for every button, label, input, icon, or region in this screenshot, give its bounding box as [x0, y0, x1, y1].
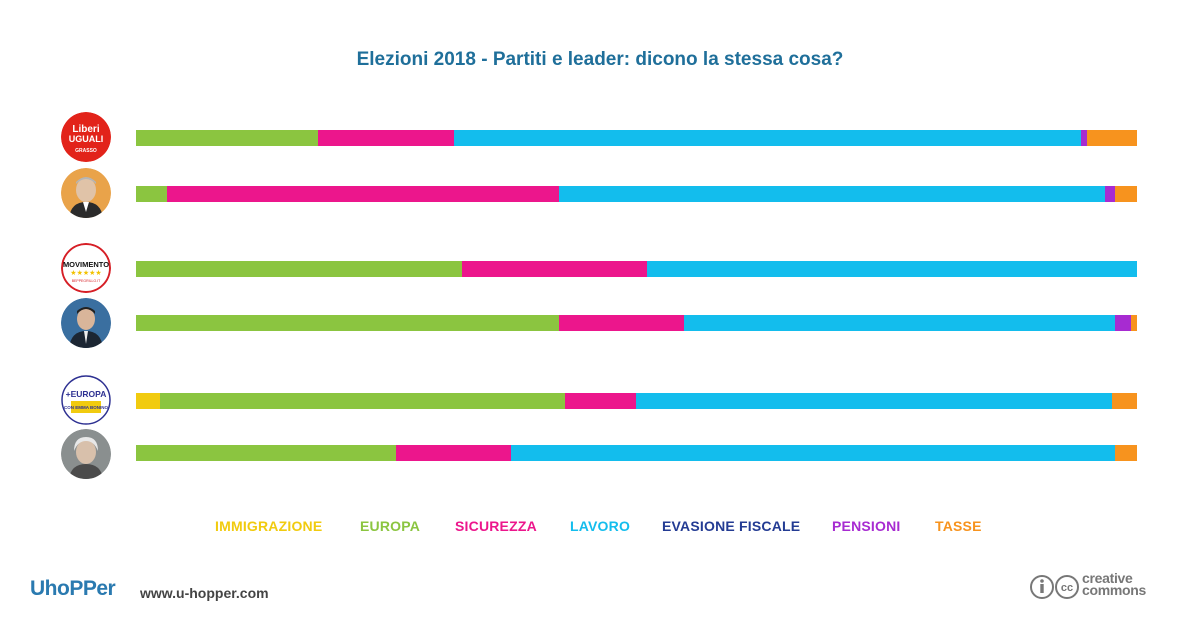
bar-segment-pensioni — [1115, 315, 1132, 331]
svg-text:GRASSO: GRASSO — [75, 148, 97, 154]
legend-item-pensioni: PENSIONI — [832, 518, 901, 534]
bar-segment-lavoro — [636, 393, 1113, 409]
bar-row — [136, 445, 1137, 461]
license-line1: creative — [1082, 570, 1133, 586]
bar-segment-lavoro — [559, 186, 1106, 202]
bar-segment-europa — [136, 130, 319, 146]
legend-item-immigrazione: IMMIGRAZIONE — [215, 518, 323, 534]
piu-europa-logo-icon: +EUROPA CON EMMA BONINO — [61, 375, 111, 425]
emma-bonino-portrait-icon — [61, 429, 111, 479]
chart-title: Elezioni 2018 - Partiti e leader: dicono… — [356, 49, 844, 70]
chart-legend: IMMIGRAZIONE EUROPA SICUREZZA LAVORO EVASION… — [0, 518, 1200, 538]
license-line2: commons — [1082, 582, 1147, 598]
movimento-5-stelle-logo-icon: MOVIMENTO ★★★★★ BEPPEGRILLO.IT — [61, 243, 111, 293]
bar-segment-europa — [136, 315, 560, 331]
liberi-e-uguali-logo-icon: Liberi UGUALI GRASSO — [61, 112, 111, 162]
svg-text:Liberi: Liberi — [72, 124, 99, 135]
u-hopper-logo-icon: UhoPPer — [30, 577, 116, 601]
legend-item-tasse: TASSE — [935, 518, 982, 534]
bar-segment-tasse — [1131, 315, 1137, 331]
bar-segment-lavoro — [511, 445, 1116, 461]
legend-item-sicurezza: SICUREZZA — [455, 518, 537, 534]
creative-commons-icon: cc — [1030, 575, 1079, 599]
bar-row — [136, 315, 1137, 331]
bar-segment-sicurezza — [462, 261, 648, 277]
bar-row — [136, 186, 1137, 202]
bar-segment-lavoro — [454, 130, 1082, 146]
legend-item-europa: EUROPA — [360, 518, 421, 534]
bar-segment-sicurezza — [396, 445, 512, 461]
svg-text:UGUALI: UGUALI — [69, 134, 104, 144]
bar-segment-pensioni — [1105, 186, 1116, 202]
bar-row — [136, 393, 1137, 409]
bar-segment-sicurezza — [167, 186, 560, 202]
bar-segment-immigrazione — [136, 393, 161, 409]
bar-row — [136, 261, 1137, 277]
brand-name: UhoPPer — [30, 577, 116, 600]
legend-item-lavoro: LAVORO — [570, 518, 631, 534]
svg-text:BEPPEGRILLO.IT: BEPPEGRILLO.IT — [72, 279, 101, 283]
bar-segment-sicurezza — [565, 393, 637, 409]
bar-segment-europa — [160, 393, 566, 409]
bar-segment-europa — [136, 261, 463, 277]
website-url: www.u-hopper.com — [140, 585, 269, 601]
bar-segment-europa — [136, 186, 168, 202]
bar-segment-sicurezza — [559, 315, 685, 331]
bar-segment-lavoro — [684, 315, 1116, 331]
bar-row — [136, 130, 1137, 146]
bar-segment-tasse — [1087, 130, 1137, 146]
bar-segment-lavoro — [647, 261, 1137, 277]
creative-commons-badge: cc creative commons — [1030, 570, 1170, 602]
svg-text:MOVIMENTO: MOVIMENTO — [63, 260, 109, 269]
luigi-di-maio-portrait-icon — [61, 298, 111, 348]
svg-text:CON EMMA BONINO: CON EMMA BONINO — [64, 405, 109, 410]
bar-segment-tasse — [1115, 186, 1137, 202]
bar-segment-sicurezza — [318, 130, 455, 146]
bar-segment-tasse — [1115, 445, 1137, 461]
pietro-grasso-portrait-icon — [61, 168, 111, 218]
legend-item-evasione-fiscale: EVASIONE FISCALE — [662, 518, 801, 534]
svg-text:★★★★★: ★★★★★ — [70, 269, 101, 277]
svg-text:+EUROPA: +EUROPA — [66, 389, 107, 399]
svg-text:cc: cc — [1061, 582, 1073, 594]
bar-segment-europa — [136, 445, 397, 461]
bar-segment-pensioni — [1081, 130, 1088, 146]
bar-segment-tasse — [1112, 393, 1137, 409]
